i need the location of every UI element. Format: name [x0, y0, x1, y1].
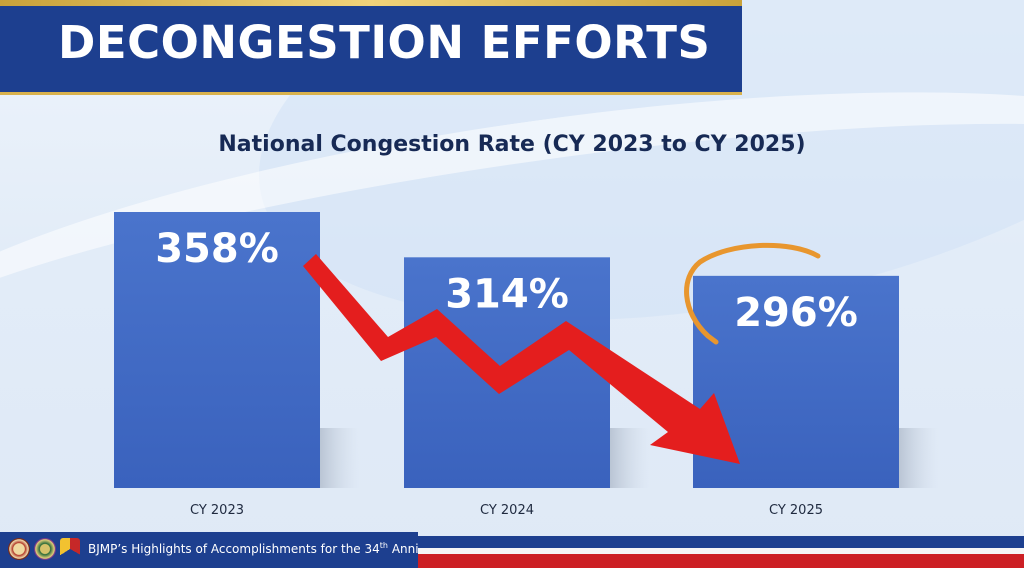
- footer-text-sup: th: [379, 541, 388, 550]
- bjmp-seal-icon: [34, 538, 56, 560]
- bar-shadow: [899, 428, 939, 488]
- data-label: 296%: [734, 290, 858, 336]
- title-banner: DECONGESTION EFFORTS: [0, 6, 742, 95]
- bar-shadow: [610, 428, 650, 488]
- footer-white-stripe: [418, 548, 1024, 554]
- footer-text-main: BJMP’s Highlights of Accomplishments for…: [88, 542, 380, 556]
- chart-title: National Congestion Rate (CY 2023 to CY …: [218, 132, 806, 157]
- dilg-seal-icon: [8, 538, 30, 560]
- top-gold-strip: [0, 0, 742, 6]
- data-label: 314%: [445, 271, 569, 317]
- data-label: 358%: [155, 226, 279, 272]
- highlight-circle-mark: [684, 242, 821, 345]
- footer-red-stripe: [418, 554, 1024, 568]
- category-label: CY 2024: [480, 503, 534, 518]
- footer-bar: BJMP’s Highlights of Accomplishments for…: [0, 532, 1024, 568]
- category-label: CY 2025: [769, 503, 823, 518]
- footer-blue-stripe: [418, 536, 1024, 548]
- bagong-pilipinas-logo-icon: [60, 538, 80, 560]
- category-label: CY 2023: [190, 503, 244, 518]
- bar-shadow: [320, 428, 360, 488]
- page-title: DECONGESTION EFFORTS: [58, 16, 711, 69]
- footer-left-band: BJMP’s Highlights of Accomplishments for…: [0, 532, 464, 568]
- footer-text: BJMP’s Highlights of Accomplishments for…: [88, 541, 464, 556]
- bar-cy-2023: [114, 212, 320, 488]
- downward-arrow: [303, 254, 740, 464]
